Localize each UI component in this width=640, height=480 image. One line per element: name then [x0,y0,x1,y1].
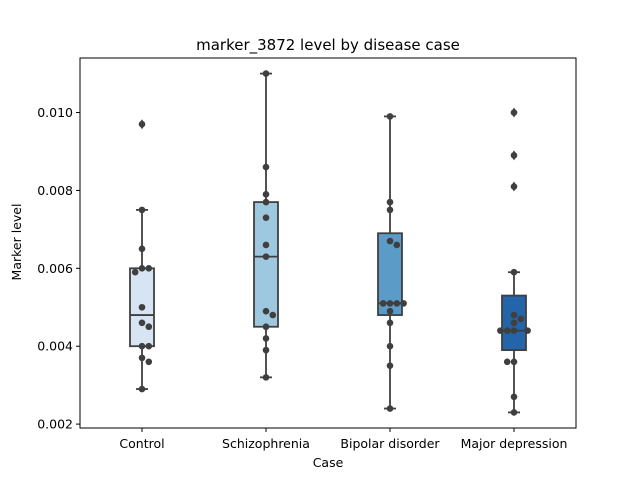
x-tick-label: Schizophrenia [222,436,310,451]
data-point [510,109,518,116]
y-tick-label: 0.010 [37,105,73,120]
data-point [262,253,270,260]
data-point [145,323,153,331]
plot-frame [79,57,577,429]
data-point [510,311,518,319]
data-point [503,327,511,334]
data-point [138,245,146,253]
data-point [138,303,146,311]
data-point [400,300,407,307]
data-point [386,319,394,327]
data-point [386,237,394,245]
data-point [517,315,525,323]
data-point [379,300,387,307]
data-point [262,307,270,315]
data-point [269,311,277,319]
data-point [262,191,270,198]
data-point [262,323,270,331]
data-point [145,265,153,272]
y-tick-label: 0.004 [37,339,73,354]
data-point [393,241,401,249]
data-point [510,358,518,366]
data-point [510,268,518,276]
x-tick-label: Control [119,436,164,451]
data-point [145,342,153,350]
data-point [262,241,270,249]
y-axis-label: Marker level [9,204,24,281]
data-point [145,358,153,366]
data-point [262,346,270,354]
data-point [386,342,394,350]
data-point [386,113,394,120]
data-point [510,183,518,190]
data-point [510,319,518,327]
data-point [386,307,394,315]
data-point [510,393,518,401]
x-tick-label: Bipolar disorder [340,436,440,451]
data-point [386,198,394,206]
data-point [138,354,146,362]
x-axis-label: Case [313,455,344,470]
data-point [262,163,270,171]
data-point [386,206,394,214]
data-point [497,327,504,334]
data-point [262,214,270,221]
y-tick-label: 0.006 [37,261,73,276]
data-point [510,152,518,159]
box-2 [253,201,279,328]
data-point [386,405,394,412]
data-point [393,300,401,307]
data-point [510,327,518,334]
data-point [138,385,146,393]
data-point [138,265,146,272]
y-tick-label: 0.008 [37,183,73,198]
chart-title: marker_3872 level by disease case [196,36,460,55]
data-point [138,206,146,214]
data-point [262,335,270,342]
x-tick-label: Major depression [461,436,568,451]
data-point [262,70,270,77]
data-point [138,342,146,350]
data-point [138,120,146,128]
data-point [386,362,394,369]
data-point [131,268,139,276]
data-point [262,374,270,381]
data-point [262,198,270,206]
data-point [503,358,511,366]
y-tick-label: 0.002 [37,417,73,432]
data-point [386,300,394,307]
data-point [524,327,531,334]
plot-area: 0.002 0.004 0.006 0.008 0.010 Control Schizoph… [37,70,567,451]
data-point [510,409,518,416]
data-point [138,319,146,327]
